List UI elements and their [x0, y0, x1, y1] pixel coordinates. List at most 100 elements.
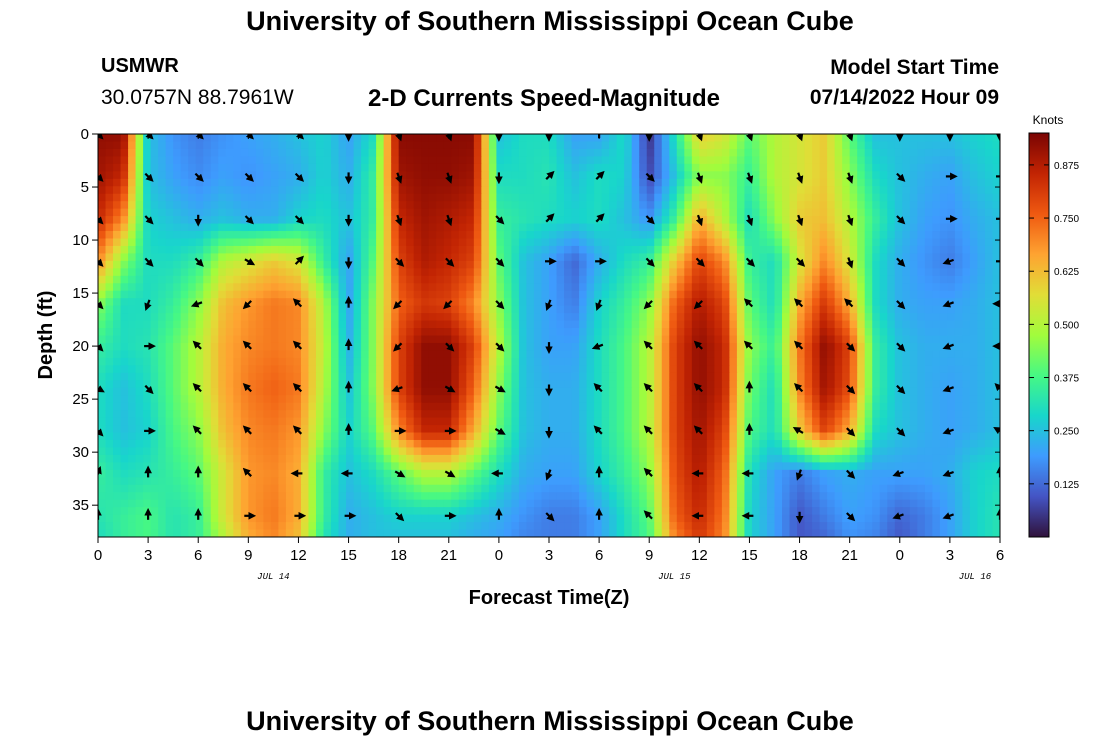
heatmap-cell — [263, 238, 272, 247]
heatmap-cell — [954, 201, 964, 210]
heatmap-cell — [240, 171, 249, 180]
heatmap-cell — [518, 148, 528, 157]
heatmap-cell — [984, 238, 994, 247]
heatmap-cell — [857, 193, 866, 202]
heatmap-cell — [255, 178, 264, 187]
heatmap-cell — [533, 163, 543, 172]
heatmap-cell — [210, 171, 219, 180]
heatmap-cell — [691, 163, 700, 172]
heatmap-cell — [300, 365, 310, 374]
heatmap-cell — [98, 253, 107, 262]
heatmap-cell — [293, 395, 302, 404]
heatmap-cell — [759, 275, 768, 284]
heatmap-cell — [812, 231, 821, 240]
heatmap-cell — [691, 395, 700, 404]
heatmap-cell — [616, 335, 625, 344]
heatmap-cell — [924, 231, 933, 240]
heatmap-cell — [736, 425, 746, 434]
heatmap-cell — [481, 417, 490, 426]
heatmap-cell — [398, 410, 407, 419]
heatmap-cell — [684, 186, 693, 195]
heatmap-cell — [684, 171, 693, 180]
heatmap-cell — [646, 156, 655, 165]
heatmap-cell — [782, 171, 791, 180]
heatmap-cell — [984, 298, 994, 307]
heatmap-cell — [541, 178, 550, 187]
heatmap-cell — [586, 178, 595, 187]
heatmap-cell — [714, 350, 723, 359]
heatmap-cell — [879, 134, 888, 143]
heatmap-cell — [458, 298, 467, 307]
heatmap-cell — [503, 193, 513, 202]
heatmap-cell — [361, 275, 370, 284]
heatmap-cell — [526, 193, 535, 202]
heatmap-cell — [458, 328, 467, 337]
heatmap-cell — [315, 365, 325, 374]
heatmap-cell — [353, 201, 362, 210]
heatmap-cell — [533, 298, 543, 307]
heatmap-cell — [579, 223, 588, 232]
heatmap-cell — [488, 372, 497, 381]
heatmap-cell — [331, 432, 340, 441]
heatmap-cell — [917, 275, 926, 284]
heatmap-cell — [300, 298, 310, 307]
heatmap-cell — [586, 357, 595, 366]
heatmap-cell — [887, 290, 896, 299]
heatmap-cell — [721, 380, 730, 389]
heatmap-cell — [797, 395, 806, 404]
heatmap-cell — [609, 425, 618, 434]
heatmap-cell — [639, 223, 648, 232]
heatmap-cell — [917, 201, 926, 210]
heatmap-cell — [338, 238, 347, 247]
heatmap-cell — [766, 223, 776, 232]
heatmap-cell — [729, 253, 738, 262]
heatmap-cell — [180, 201, 189, 210]
heatmap-cell — [488, 208, 497, 217]
heatmap-cell — [684, 178, 693, 187]
heatmap-cell — [902, 372, 911, 381]
heatmap-cell — [819, 148, 828, 157]
heatmap-cell — [323, 253, 332, 262]
heatmap-cell — [368, 148, 377, 157]
heatmap-cell — [691, 156, 700, 165]
heatmap-cell — [533, 193, 543, 202]
heatmap-cell — [594, 283, 603, 292]
heatmap-cell — [255, 163, 264, 172]
heatmap-cell — [240, 268, 249, 277]
heatmap-cell — [857, 260, 866, 269]
heatmap-cell — [939, 223, 948, 232]
heatmap-cell — [699, 305, 708, 314]
heatmap-cell — [962, 328, 971, 337]
heatmap-cell — [165, 350, 174, 359]
heatmap-cell — [105, 201, 114, 210]
heatmap-cell — [391, 365, 400, 374]
heatmap-cell — [654, 201, 663, 210]
heatmap-cell — [774, 372, 783, 381]
heatmap-cell — [173, 141, 182, 150]
heatmap-cell — [834, 283, 843, 292]
heatmap-cell — [864, 186, 873, 195]
heatmap-cell — [218, 208, 227, 217]
heatmap-cell — [766, 417, 776, 426]
heatmap-cell — [902, 365, 911, 374]
heatmap-cell — [797, 290, 806, 299]
heatmap-cell — [113, 148, 122, 157]
heatmap-cell — [533, 432, 543, 441]
heatmap-cell — [939, 253, 948, 262]
heatmap-cell — [248, 253, 257, 262]
heatmap-cell — [338, 201, 347, 210]
heatmap-cell — [601, 350, 610, 359]
heatmap-cell — [872, 357, 881, 366]
heatmap-cell — [714, 432, 723, 441]
heatmap-cell — [774, 134, 783, 143]
heatmap-cell — [331, 245, 340, 254]
heatmap-cell — [646, 268, 655, 277]
heatmap-cell — [180, 298, 189, 307]
heatmap-cell — [766, 231, 776, 240]
heatmap-cell — [293, 372, 302, 381]
heatmap-cell — [436, 439, 445, 449]
heatmap-cell — [729, 425, 738, 434]
heatmap-cell — [924, 245, 933, 254]
heatmap-cell — [376, 253, 385, 262]
heatmap-cell — [684, 350, 693, 359]
